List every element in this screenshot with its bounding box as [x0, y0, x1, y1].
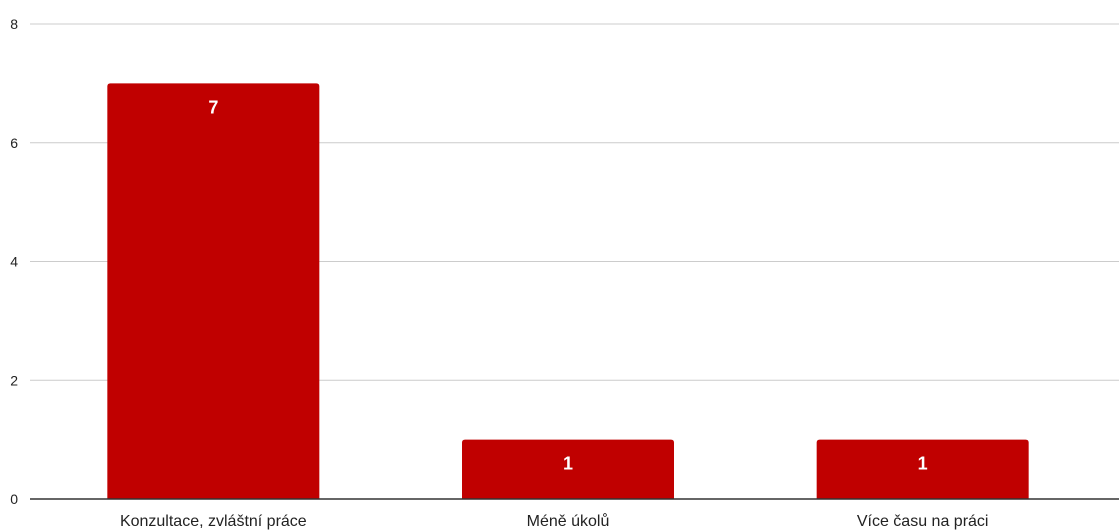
data-labels: 7 1 1 — [208, 97, 927, 473]
bar-value-label: 1 — [563, 454, 573, 474]
bar-value-label: 1 — [918, 454, 928, 474]
bar — [107, 83, 320, 499]
bar-value-label: 7 — [208, 97, 218, 117]
x-category-label: Více času na práci — [857, 513, 989, 530]
y-tick-label: 8 — [10, 16, 18, 32]
y-tick-label: 2 — [10, 372, 18, 388]
bar — [816, 439, 1029, 499]
y-tick-label: 6 — [10, 135, 18, 151]
y-tick-label: 0 — [10, 491, 18, 507]
bar — [462, 439, 674, 499]
bars — [107, 83, 1029, 499]
x-category-label: Méně úkolů — [527, 512, 610, 530]
x-category-label: Konzultace, zvláštní práce — [120, 513, 307, 530]
x-axis-categories: Konzultace, zvláštní práce Méně úkolů Více… — [120, 512, 989, 530]
y-tick-label: 4 — [10, 254, 18, 270]
y-axis-ticks: 0 2 4 6 8 — [10, 16, 18, 507]
